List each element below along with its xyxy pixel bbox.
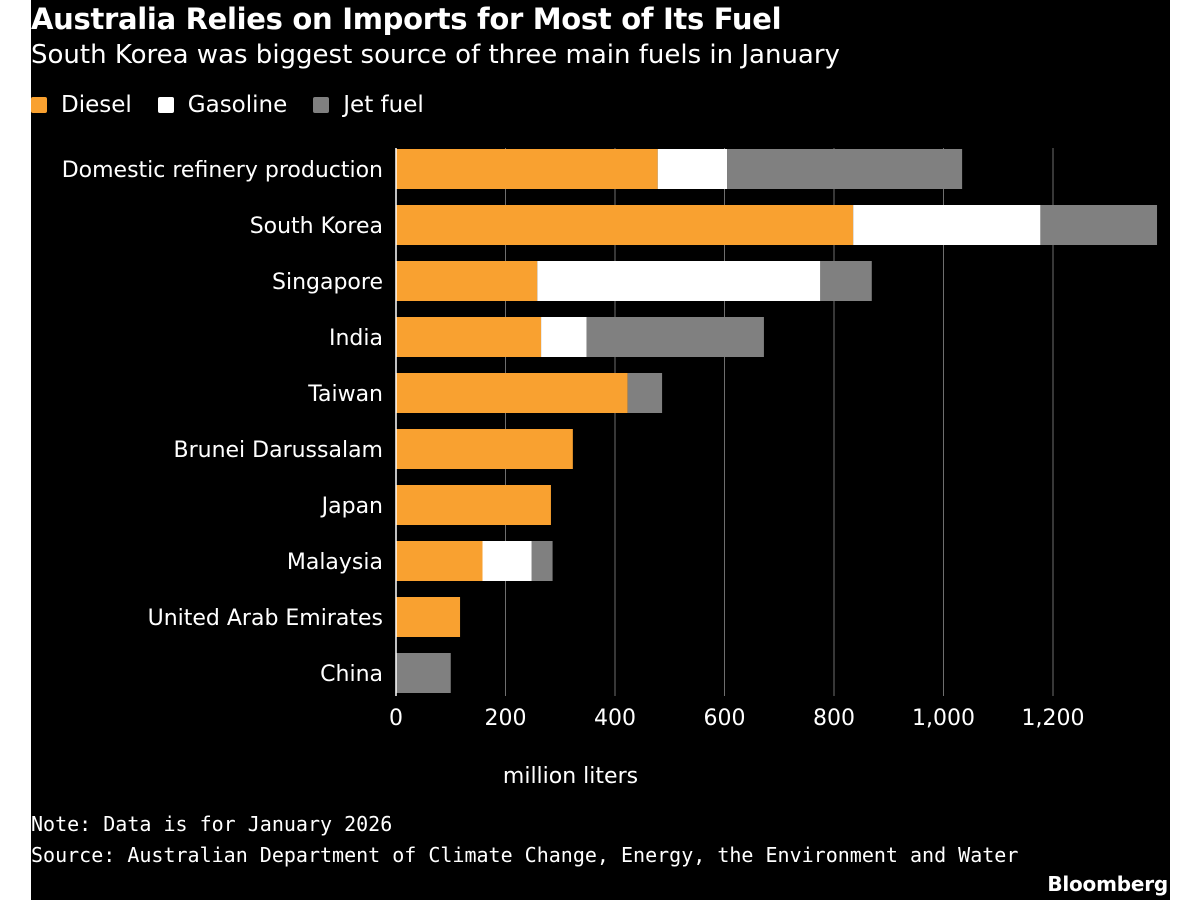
x-tick-label: 600 — [704, 706, 746, 731]
legend-label-gasoline: Gasoline — [187, 92, 288, 118]
bar-jet-fuel — [586, 317, 764, 357]
chart-title: Australia Relies on Imports for Most of … — [31, 2, 782, 36]
bar-gasoline — [657, 149, 728, 189]
x-tick-label: 1,200 — [1022, 706, 1085, 731]
chart-panel: Australia Relies on Imports for Most of … — [31, 0, 1170, 900]
chart-subtitle: South Korea was biggest source of three … — [31, 40, 840, 70]
bar-jet-fuel — [727, 149, 963, 189]
bar-diesel — [396, 261, 538, 301]
legend-swatch-gasoline — [157, 97, 174, 113]
bar-diesel — [396, 485, 551, 525]
bar-diesel — [396, 597, 461, 637]
bar-gasoline — [537, 261, 821, 301]
category-label: Malaysia — [287, 550, 383, 575]
bar-diesel — [396, 429, 573, 469]
category-label: Singapore — [272, 270, 383, 295]
bar-diesel — [396, 541, 483, 581]
category-label: Domestic refinery production — [62, 158, 383, 183]
bar-gasoline — [482, 541, 532, 581]
x-tick-label: 1,000 — [912, 706, 975, 731]
category-label: Brunei Darussalam — [173, 438, 383, 463]
x-tick-label: 400 — [594, 706, 636, 731]
category-label: Taiwan — [307, 382, 383, 407]
legend-item-diesel: Diesel — [31, 92, 132, 118]
legend-label-jet-fuel: Jet fuel — [343, 92, 424, 118]
legend-item-gasoline: Gasoline — [157, 92, 288, 118]
bar-diesel — [396, 205, 854, 245]
bar-jet-fuel — [396, 653, 451, 693]
legend-label-diesel: Diesel — [61, 92, 132, 118]
x-tick-label: 0 — [389, 706, 403, 731]
x-tick-label: 800 — [813, 706, 855, 731]
bar-jet-fuel — [627, 373, 663, 413]
category-label: United Arab Emirates — [148, 606, 383, 631]
bar-jet-fuel — [531, 541, 553, 581]
category-label: China — [320, 662, 383, 687]
x-axis-label: million liters — [502, 764, 639, 789]
footnote: Note: Data is for January 2026 — [31, 812, 393, 836]
legend-swatch-jet-fuel — [313, 97, 330, 113]
bar-gasoline — [853, 205, 1041, 245]
x-tick-label: 200 — [485, 706, 527, 731]
bloomberg-logo: Bloomberg — [1047, 872, 1168, 896]
source-note: Source: Australian Department of Climate… — [31, 843, 1019, 867]
legend-item-jet-fuel: Jet fuel — [313, 92, 424, 118]
category-label: Japan — [320, 494, 383, 519]
legend: Diesel Gasoline Jet fuel — [31, 92, 450, 118]
bar-chart: 0 200 400 600 800 1,000 1,200 Domestic refinery… — [62, 148, 1158, 731]
category-label: South Korea — [250, 214, 383, 239]
bar-diesel — [396, 317, 542, 357]
bar-jet-fuel — [820, 261, 872, 301]
legend-swatch-diesel — [31, 97, 47, 113]
bar-diesel — [396, 149, 658, 189]
bar-gasoline — [541, 317, 587, 357]
bar-diesel — [396, 373, 628, 413]
category-label: India — [329, 326, 383, 351]
bar-jet-fuel — [1040, 205, 1158, 245]
